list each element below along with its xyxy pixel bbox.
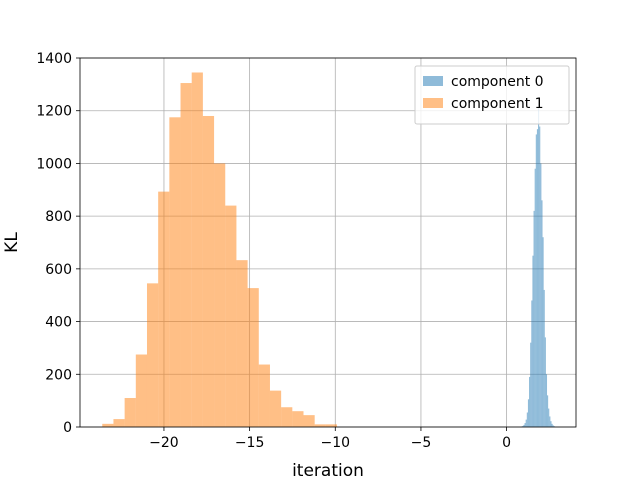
y-tick-label: 400	[45, 315, 72, 331]
histogram-bar-series-1	[102, 423, 114, 427]
histogram-bar-series-1	[314, 424, 326, 427]
histogram-bar-series-1	[191, 72, 203, 427]
histogram-bar-series-0	[548, 408, 550, 427]
histogram-bar-series-0	[534, 168, 536, 427]
y-tick-label: 600	[45, 262, 72, 278]
histogram-bar-series-0	[523, 424, 525, 427]
x-axis: −20 −15 −10 −5 0	[149, 427, 511, 451]
y-axis: 0 200 400 600 800 1000 1200 1400	[36, 51, 80, 436]
histogram-bar-series-1	[124, 398, 136, 427]
y-tick-label: 0	[63, 420, 72, 436]
histogram-bar-series-0	[542, 237, 544, 427]
histogram-bars	[102, 72, 555, 428]
histogram-bar-series-1	[180, 83, 192, 428]
histogram-bar-series-0	[522, 425, 524, 427]
histogram-bar-series-0	[551, 423, 553, 427]
histogram-bar-series-1	[303, 415, 315, 427]
x-tick-label: 0	[502, 435, 511, 451]
histogram-bar-series-0	[545, 374, 548, 427]
y-axis-label: KL	[2, 232, 22, 253]
histogram-bar-series-1	[214, 163, 226, 427]
y-tick-label: 1200	[36, 104, 72, 120]
histogram-bar-series-0	[526, 412, 528, 427]
histogram-bar-series-0	[529, 376, 531, 427]
histogram-bar-series-1	[236, 260, 248, 427]
histogram-bar-series-1	[225, 205, 237, 427]
x-tick-label: −10	[321, 435, 351, 451]
histogram-bar-series-1	[135, 354, 147, 427]
histogram-bar-series-0	[549, 416, 551, 427]
histogram-bar-series-0	[538, 108, 540, 427]
y-tick-label: 800	[45, 209, 72, 225]
histogram-bar-series-0	[533, 210, 535, 427]
x-tick-label: −5	[411, 435, 432, 451]
legend-swatch	[423, 76, 443, 86]
histogram-bar-series-0	[531, 300, 533, 427]
histogram-bar-series-0	[527, 399, 530, 427]
histogram-bar-series-1	[292, 411, 304, 427]
y-tick-label: 1000	[36, 156, 72, 172]
histogram-bar-series-0	[547, 395, 549, 427]
histogram-bar-series-1	[146, 283, 159, 427]
histogram-bar-series-0	[544, 337, 546, 427]
histogram-bar-series-0	[550, 421, 552, 427]
legend-swatch	[423, 98, 443, 108]
histogram-bar-series-0	[539, 126, 541, 428]
histogram-bar-series-1	[169, 117, 181, 427]
histogram-bar-series-0	[532, 255, 534, 427]
histogram-bar-series-1	[258, 364, 270, 427]
y-tick-label: 200	[45, 367, 72, 383]
legend-label: component 0	[451, 74, 544, 90]
histogram-bar-series-0	[540, 163, 542, 427]
histogram-bar-series-0	[552, 425, 554, 427]
histogram-bar-series-1	[158, 191, 170, 427]
histogram-bar-series-0	[541, 200, 543, 427]
legend-label: component 1	[451, 96, 544, 112]
histogram-bar-series-0	[535, 134, 537, 427]
y-tick-label: 1400	[36, 51, 72, 67]
histogram-bar-series-0	[524, 423, 526, 427]
legend-box	[414, 65, 570, 125]
histogram-bar-series-0	[530, 342, 532, 427]
x-axis-label: iteration	[292, 461, 364, 480]
histogram-bar-series-1	[269, 390, 282, 427]
plot-frame	[79, 57, 577, 428]
histogram-bar-series-0	[525, 419, 527, 427]
legend: component 0 component 1	[414, 65, 570, 125]
histogram-bar-series-0	[536, 129, 539, 427]
histogram-bar-series-1	[113, 419, 125, 427]
x-tick-label: −20	[149, 435, 179, 451]
x-tick-label: −15	[235, 435, 265, 451]
histogram-bar-series-1	[202, 115, 215, 427]
histogram-bar-series-1	[325, 424, 338, 427]
histogram-bar-series-0	[543, 289, 545, 427]
histogram-bar-series-1	[281, 407, 293, 427]
histogram-bar-series-1	[247, 288, 259, 427]
